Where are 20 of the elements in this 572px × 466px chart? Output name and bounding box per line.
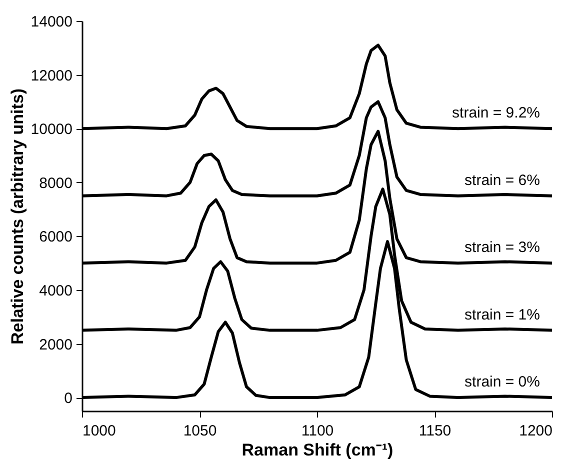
series-label: strain = 1% — [464, 306, 540, 324]
series-label: strain = 6% — [464, 172, 540, 189]
y-tick-label: 4000 — [39, 282, 72, 300]
series-label: strain = 3% — [464, 239, 540, 256]
series-label: strain = 9.2% — [452, 104, 540, 122]
y-tick-label: 0 — [64, 390, 72, 408]
y-tick-label: 8000 — [39, 174, 72, 192]
series-label: strain = 0% — [464, 374, 540, 391]
y-tick-label: 10000 — [30, 121, 72, 138]
x-tick-label: 1100 — [301, 422, 334, 440]
y-tick-label: 14000 — [30, 14, 72, 30]
x-tick-label: 1150 — [418, 422, 452, 440]
y-axis-title: Relative counts (arbitrary units) — [8, 88, 27, 345]
x-tick-label: 1200 — [519, 422, 552, 440]
x-tick-label: 1000 — [82, 422, 116, 440]
y-tick-label: 2000 — [39, 336, 72, 354]
y-tick-label: 12000 — [30, 67, 72, 84]
y-tick-label: 6000 — [39, 228, 72, 246]
x-tick-label: 1050 — [183, 422, 217, 440]
x-axis-title: Raman Shift (cm⁻¹) — [242, 440, 394, 460]
